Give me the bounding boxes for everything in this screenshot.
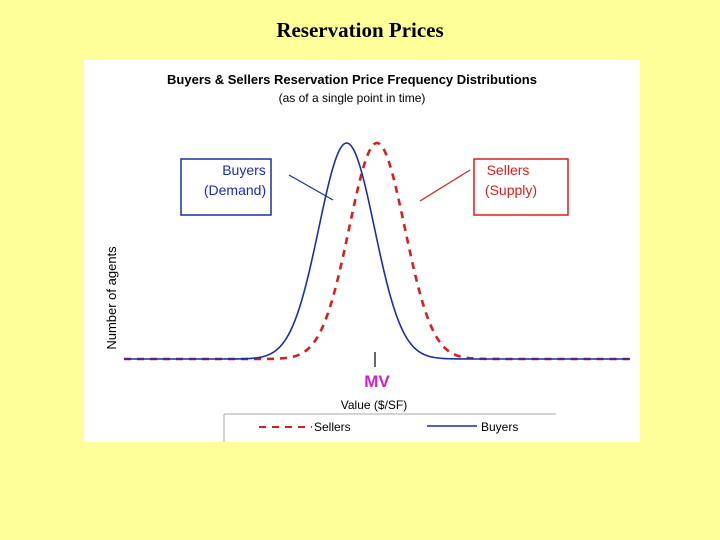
chart-subtitle: (as of a single point in time) [279,91,426,105]
sellers-annotation-pointer [419,169,471,202]
chart-svg: Buyers & Sellers Reservation Price Frequ… [104,72,630,442]
chart-panel: Buyers & Sellers Reservation Price Frequ… [84,60,640,442]
sellers-annotation-line1: Sellers [487,162,530,178]
sellers-annotation-box [473,158,569,216]
y-axis-label: Number of agents [104,246,119,350]
sellers-annotation-line2: (Supply) [485,182,537,198]
chart-title: Buyers & Sellers Reservation Price Frequ… [167,72,537,87]
x-axis-label: Value ($/SF) [341,398,407,412]
slide-title: Reservation Prices [276,18,444,42]
mv-label: MV [364,372,390,391]
buyers-annotation-box [180,158,272,216]
legend: Sellers Buyers [223,413,556,442]
buyers-annotation-line1: Buyers [222,162,266,178]
legend-label-sellers: Sellers [314,420,351,434]
curves-group [124,141,630,361]
series-line-sellers [124,141,630,361]
series-line-buyers [124,142,630,360]
legend-label-buyers: Buyers [481,420,518,434]
buyers-annotation-line2: (Demand) [204,182,266,198]
buyers-annotation-pointer [288,174,334,201]
